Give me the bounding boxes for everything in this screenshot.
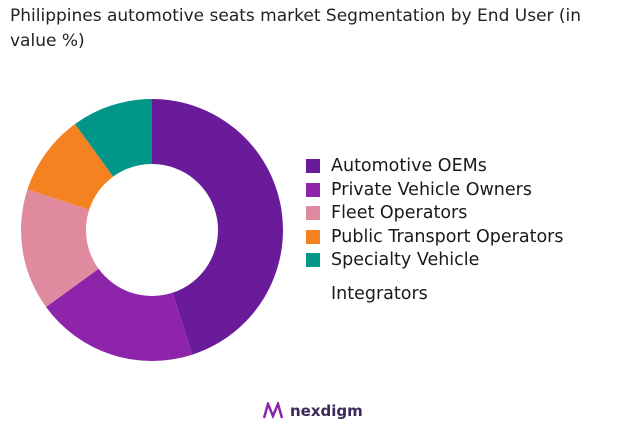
legend-swatch: [306, 159, 320, 173]
chart-title: Philippines automotive seats market Segm…: [10, 6, 582, 51]
legend-swatch: [306, 253, 320, 267]
legend-swatch: [306, 206, 320, 220]
legend: Automotive OEMs Private Vehicle Owners F…: [306, 155, 563, 306]
legend-swatch: [306, 229, 320, 244]
donut-slice-public-transport-operators: [27, 124, 114, 210]
brand-name: nexdigm: [290, 402, 363, 420]
legend-swatch: [306, 182, 320, 197]
legend-label: Fleet Operators: [331, 203, 468, 223]
legend-item: Automotive OEMs: [306, 155, 563, 179]
donut-slice-specialty-vehicle-integrators: [75, 99, 152, 177]
donut-slice-private-vehicle-owners: [46, 268, 193, 362]
legend-item-continued: Integrators: [306, 283, 563, 307]
brand-logo: nexdigm: [262, 402, 363, 420]
donut-slice-fleet-operators: [20, 189, 99, 307]
legend-label: Automotive OEMs: [331, 156, 487, 176]
legend-item: Fleet Operators: [306, 202, 563, 226]
legend-label: Private Vehicle Owners: [331, 179, 532, 200]
legend-label: Public Transport Operators: [331, 226, 564, 247]
legend-label: Specialty Vehicle: [331, 250, 480, 270]
legend-item: Public Transport Operators: [306, 226, 563, 250]
legend-item: Specialty Vehicle: [306, 249, 563, 273]
legend-label: Integrators: [331, 283, 428, 304]
nexdigm-logo-icon: [262, 402, 284, 420]
legend-item: Private Vehicle Owners: [306, 179, 563, 203]
donut-slice-automotive-oems: [152, 99, 284, 355]
